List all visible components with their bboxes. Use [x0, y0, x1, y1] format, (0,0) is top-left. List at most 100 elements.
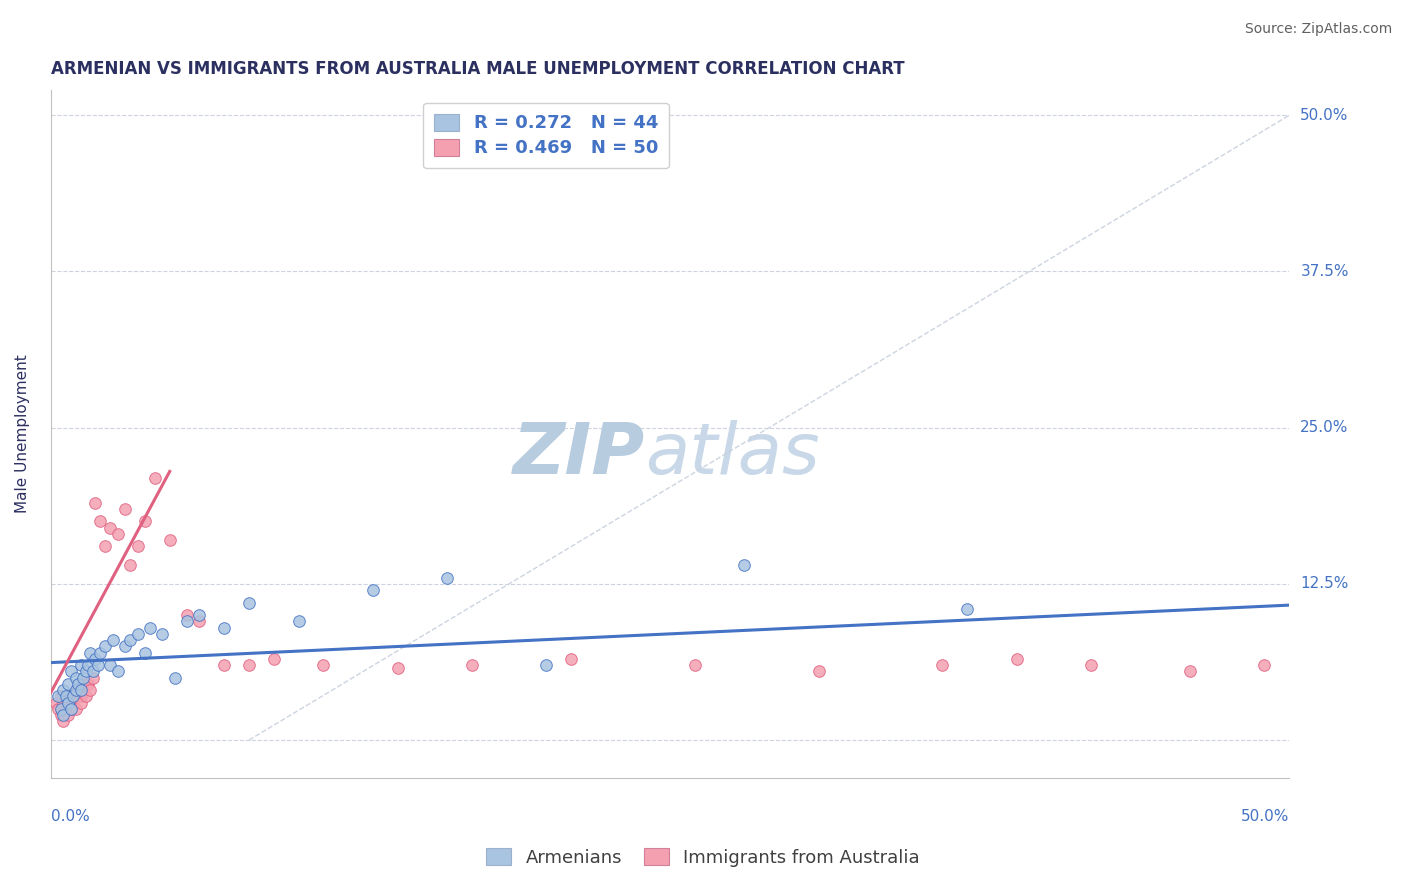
Point: [89, 515, 111, 529]
Point: [127, 627, 149, 641]
Point: [79, 683, 101, 698]
Point: [1080, 658, 1102, 673]
Point: [56, 696, 79, 710]
Point: [55, 690, 77, 704]
Point: [387, 660, 409, 674]
Point: [75, 665, 97, 679]
Point: [188, 615, 211, 629]
Point: [143, 470, 166, 484]
Point: [69, 658, 91, 673]
Point: [114, 502, 136, 516]
Point: [84, 496, 107, 510]
Point: [72, 671, 94, 685]
Point: [82, 671, 104, 685]
Point: [62, 690, 84, 704]
Point: [176, 608, 198, 623]
Point: [163, 671, 186, 685]
Point: [75, 690, 97, 704]
Point: [69, 690, 91, 704]
Point: [46, 702, 69, 716]
Point: [120, 633, 142, 648]
Point: [238, 596, 260, 610]
Point: [1178, 665, 1201, 679]
Point: [56, 708, 79, 723]
Point: [139, 621, 162, 635]
Point: [52, 696, 75, 710]
Text: 37.5%: 37.5%: [1301, 264, 1348, 279]
Point: [94, 640, 117, 654]
Point: [59, 702, 82, 716]
Text: 50.0%: 50.0%: [1241, 808, 1289, 823]
Point: [59, 702, 82, 716]
Point: [98, 521, 121, 535]
Point: [94, 540, 117, 554]
Point: [79, 646, 101, 660]
Text: 0.0%: 0.0%: [51, 808, 90, 823]
Point: [77, 677, 100, 691]
Point: [45, 696, 67, 710]
Point: [82, 665, 104, 679]
Point: [287, 615, 309, 629]
Point: [72, 677, 94, 691]
Point: [807, 665, 830, 679]
Point: [134, 515, 156, 529]
Point: [52, 708, 75, 723]
Point: [56, 677, 79, 691]
Text: atlas: atlas: [645, 420, 820, 489]
Point: [733, 558, 755, 573]
Legend: R = 0.272   N = 44, R = 0.469   N = 50: R = 0.272 N = 44, R = 0.469 N = 50: [423, 103, 669, 169]
Point: [52, 714, 75, 729]
Point: [69, 696, 91, 710]
Point: [263, 652, 285, 666]
Legend: Armenians, Immigrants from Australia: Armenians, Immigrants from Australia: [477, 839, 929, 876]
Point: [89, 646, 111, 660]
Text: Source: ZipAtlas.com: Source: ZipAtlas.com: [1244, 22, 1392, 37]
Y-axis label: Male Unemployment: Male Unemployment: [15, 354, 30, 513]
Point: [159, 533, 181, 548]
Point: [107, 527, 129, 541]
Point: [534, 658, 557, 673]
Point: [56, 696, 79, 710]
Text: ARMENIAN VS IMMIGRANTS FROM AUSTRALIA MALE UNEMPLOYMENT CORRELATION CHART: ARMENIAN VS IMMIGRANTS FROM AUSTRALIA MA…: [51, 60, 904, 78]
Point: [683, 658, 706, 673]
Point: [238, 658, 260, 673]
Point: [361, 583, 384, 598]
Text: 12.5%: 12.5%: [1301, 576, 1348, 591]
Point: [65, 690, 87, 704]
Point: [52, 683, 75, 698]
Point: [436, 571, 458, 585]
Point: [55, 702, 77, 716]
Point: [560, 652, 582, 666]
Point: [1253, 658, 1275, 673]
Point: [101, 633, 124, 648]
Point: [62, 696, 84, 710]
Point: [84, 652, 107, 666]
Point: [461, 658, 484, 673]
Point: [176, 615, 198, 629]
Point: [107, 665, 129, 679]
Point: [69, 683, 91, 698]
Point: [212, 621, 235, 635]
Point: [59, 665, 82, 679]
Point: [1005, 652, 1028, 666]
Point: [87, 658, 110, 673]
Point: [49, 702, 72, 716]
Point: [49, 690, 72, 704]
Point: [67, 683, 90, 698]
Point: [65, 683, 87, 698]
Point: [120, 558, 142, 573]
Point: [956, 602, 979, 616]
Point: [65, 671, 87, 685]
Point: [150, 627, 173, 641]
Point: [212, 658, 235, 673]
Point: [46, 690, 69, 704]
Point: [931, 658, 953, 673]
Point: [55, 690, 77, 704]
Point: [127, 540, 149, 554]
Point: [114, 640, 136, 654]
Point: [49, 708, 72, 723]
Point: [188, 608, 211, 623]
Text: ZIP: ZIP: [513, 420, 645, 489]
Point: [67, 677, 90, 691]
Point: [98, 658, 121, 673]
